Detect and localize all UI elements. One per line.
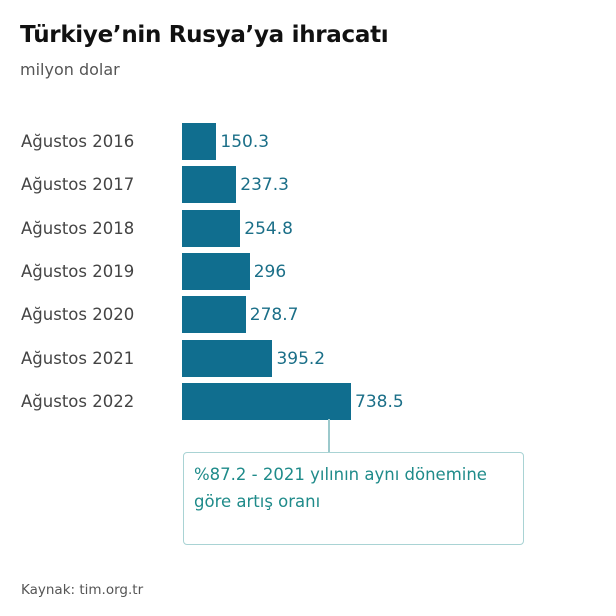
bar [182, 123, 217, 160]
category-label: Ağustos 2020 [21, 305, 135, 325]
category-label: Ağustos 2016 [21, 132, 135, 151]
bar [182, 209, 241, 247]
bar-row: Ağustos 2021 395.2 [0, 339, 616, 377]
bar-row: Ağustos 2016 150.3 [0, 123, 616, 160]
bar [182, 382, 351, 420]
value-label: 150.3 [220, 132, 270, 152]
bar [182, 252, 250, 290]
source-note: Kaynak: tim.org.tr [21, 582, 144, 598]
bar-row: Ağustos 2017 237.3 [0, 166, 616, 204]
value-label: 738.5 [355, 391, 404, 412]
chart-title: Türkiye’nin Rusya’ya ihracatı [20, 22, 389, 48]
bar [182, 166, 237, 204]
bar-row: Ağustos 2018 254.8 [0, 209, 616, 247]
value-label: 395.2 [276, 348, 326, 369]
category-label: Ağustos 2022 [21, 391, 135, 411]
category-label: Ağustos 2018 [21, 218, 135, 238]
bar-row: Ağustos 2022 738.5 [0, 382, 616, 420]
bar-row: Ağustos 2019 296 [0, 252, 616, 290]
annotation-connector [328, 419, 330, 452]
category-label: Ağustos 2021 [21, 348, 135, 368]
category-label: Ağustos 2019 [21, 261, 135, 281]
category-label: Ağustos 2017 [21, 175, 135, 195]
value-label: 296 [253, 261, 287, 282]
bar-row: Ağustos 2020 278.7 [0, 296, 616, 334]
bar [182, 296, 246, 334]
value-label: 237.3 [240, 175, 289, 196]
bar [182, 339, 273, 377]
chart-subtitle: milyon dolar [20, 60, 120, 79]
annotation-box: %87.2 - 2021 yılının aynı dönemine göre … [183, 452, 524, 545]
value-label: 254.8 [244, 218, 293, 239]
value-label: 278.7 [249, 305, 299, 326]
